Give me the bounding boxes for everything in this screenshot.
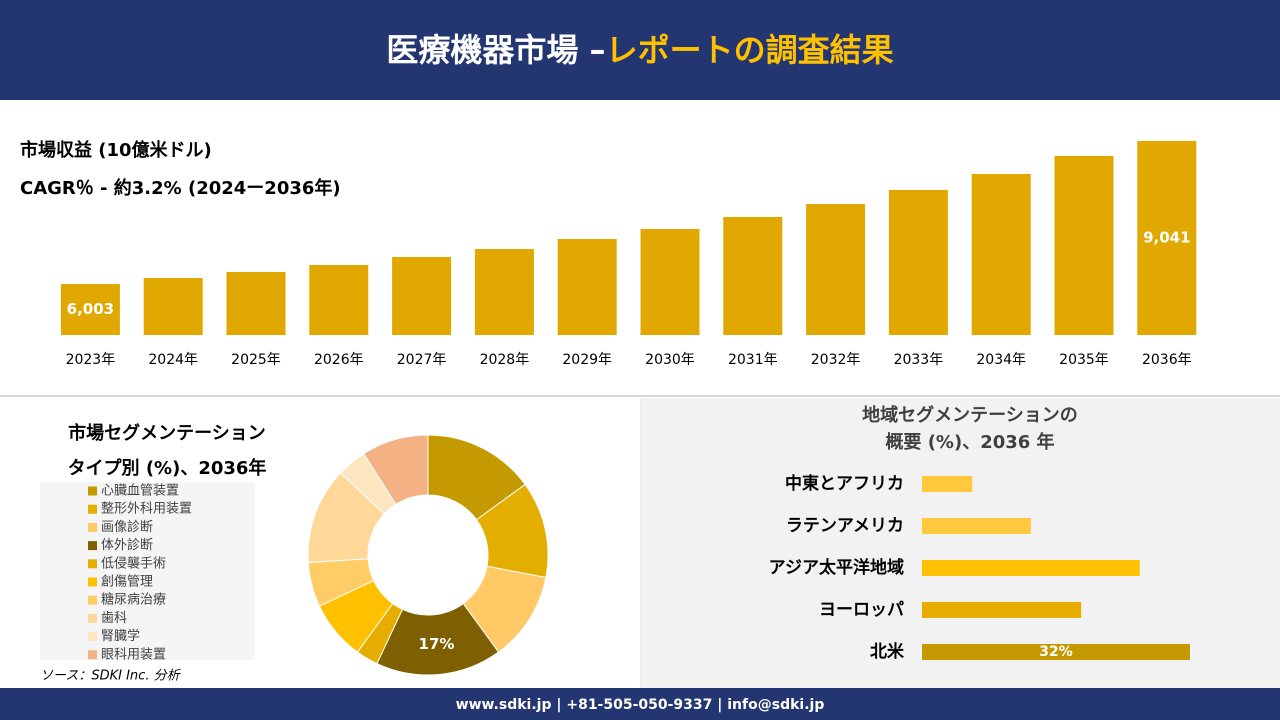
bar bbox=[922, 518, 1031, 534]
legend-label: 画像診断 bbox=[101, 519, 153, 535]
legend-label: 心臓血管装置 bbox=[101, 484, 179, 499]
x-tick-label: 2033年 bbox=[894, 352, 944, 368]
x-tick-label: 2032年 bbox=[811, 352, 861, 368]
bar bbox=[922, 476, 973, 492]
source: ソース：SDKI Inc. 分析 bbox=[40, 669, 182, 684]
value-label: 32% bbox=[1039, 644, 1073, 660]
bar bbox=[1054, 155, 1114, 335]
legend-label: 創傷管理 bbox=[101, 575, 153, 590]
legend-label: 整形外科用装置 bbox=[101, 502, 192, 517]
bar bbox=[922, 602, 1082, 618]
donut-segment bbox=[376, 602, 500, 676]
bar bbox=[806, 203, 866, 335]
title-highlight: レポートの調査結果 bbox=[606, 31, 894, 69]
footer: www.sdki.jp | +81-505-050-9337 | info@sd… bbox=[456, 697, 825, 713]
title-main: 医療機器市場 – bbox=[386, 31, 605, 69]
legend-swatch bbox=[88, 577, 97, 587]
region-panel bbox=[642, 398, 1280, 688]
bar bbox=[60, 284, 120, 335]
bar bbox=[723, 216, 783, 335]
x-tick-label: 2036年 bbox=[1142, 352, 1192, 368]
bar bbox=[143, 277, 203, 335]
bar bbox=[971, 174, 1031, 335]
legend-swatch bbox=[88, 504, 97, 514]
legend-label: 腎臓学 bbox=[101, 628, 140, 644]
x-tick-label: 2027年 bbox=[397, 352, 447, 368]
y-tick-label: 中東とアフリカ bbox=[785, 473, 904, 494]
legend-swatch bbox=[88, 522, 97, 532]
bar bbox=[888, 189, 948, 335]
x-tick-label: 2031年 bbox=[728, 352, 778, 368]
legend-label: 歯科 bbox=[101, 611, 127, 626]
y-tick-label: ヨーロッパ bbox=[819, 600, 904, 620]
bar bbox=[474, 248, 534, 335]
bar bbox=[922, 560, 1140, 576]
legend-label: 眼科用装置 bbox=[101, 647, 166, 662]
bar bbox=[922, 644, 1190, 660]
legend-swatch bbox=[88, 559, 97, 569]
bar bbox=[557, 239, 617, 335]
y-tick-label: 北米 bbox=[870, 641, 905, 662]
chart-subtitle: タイプ別 (%)、2036年 bbox=[68, 457, 267, 479]
bar bbox=[309, 264, 369, 335]
x-tick-label: 2023年 bbox=[66, 352, 116, 368]
legend-swatch bbox=[88, 650, 97, 660]
value-label: 9,041 bbox=[1143, 229, 1190, 247]
x-tick-label: 2025年 bbox=[231, 352, 281, 368]
legend-swatch bbox=[88, 595, 97, 605]
x-tick-label: 2030年 bbox=[645, 352, 695, 368]
legend-swatch bbox=[88, 632, 97, 642]
header-title: 医療機器市場 –レポートの調査結果 bbox=[386, 31, 893, 69]
legend-swatch bbox=[88, 486, 97, 496]
x-tick-label: 2029年 bbox=[562, 352, 612, 368]
donut-segment bbox=[363, 434, 429, 506]
value-label: 17% bbox=[419, 635, 455, 653]
legend-box bbox=[40, 482, 255, 660]
header-bar bbox=[0, 0, 1280, 100]
legend-label: 体外診断 bbox=[101, 537, 153, 553]
x-tick-label: 2034年 bbox=[976, 352, 1026, 368]
value-label: 6,003 bbox=[67, 300, 114, 318]
legend-label: 低侵襲手術 bbox=[101, 555, 166, 571]
y-tick-label: アジア太平洋地域 bbox=[769, 557, 904, 578]
chart-title: 市場セグメンテーション bbox=[68, 422, 266, 444]
chart-title: 地域セグメンテーションの bbox=[862, 404, 1078, 426]
y-tick-label: ラテンアメリカ bbox=[786, 516, 904, 536]
x-tick-label: 2028年 bbox=[480, 352, 530, 368]
x-tick-label: 2035年 bbox=[1059, 352, 1109, 368]
chart-title: 市場収益 (10億米ドル) bbox=[20, 139, 212, 161]
x-tick-label: 2024年 bbox=[148, 352, 198, 368]
legend-label: 糖尿病治療 bbox=[101, 592, 166, 608]
chart-subtitle: 概要 (%)、2036 年 bbox=[885, 431, 1054, 453]
chart-subtitle: CAGR％ - 約3.2% (2024ー2036年) bbox=[20, 177, 341, 199]
legend-swatch bbox=[88, 613, 97, 623]
legend-swatch bbox=[88, 541, 97, 551]
bar bbox=[640, 228, 700, 335]
footer-bar bbox=[0, 688, 1280, 720]
bar bbox=[392, 256, 452, 335]
bar bbox=[1137, 141, 1197, 335]
bar bbox=[226, 271, 286, 335]
x-tick-label: 2026年 bbox=[314, 352, 364, 368]
